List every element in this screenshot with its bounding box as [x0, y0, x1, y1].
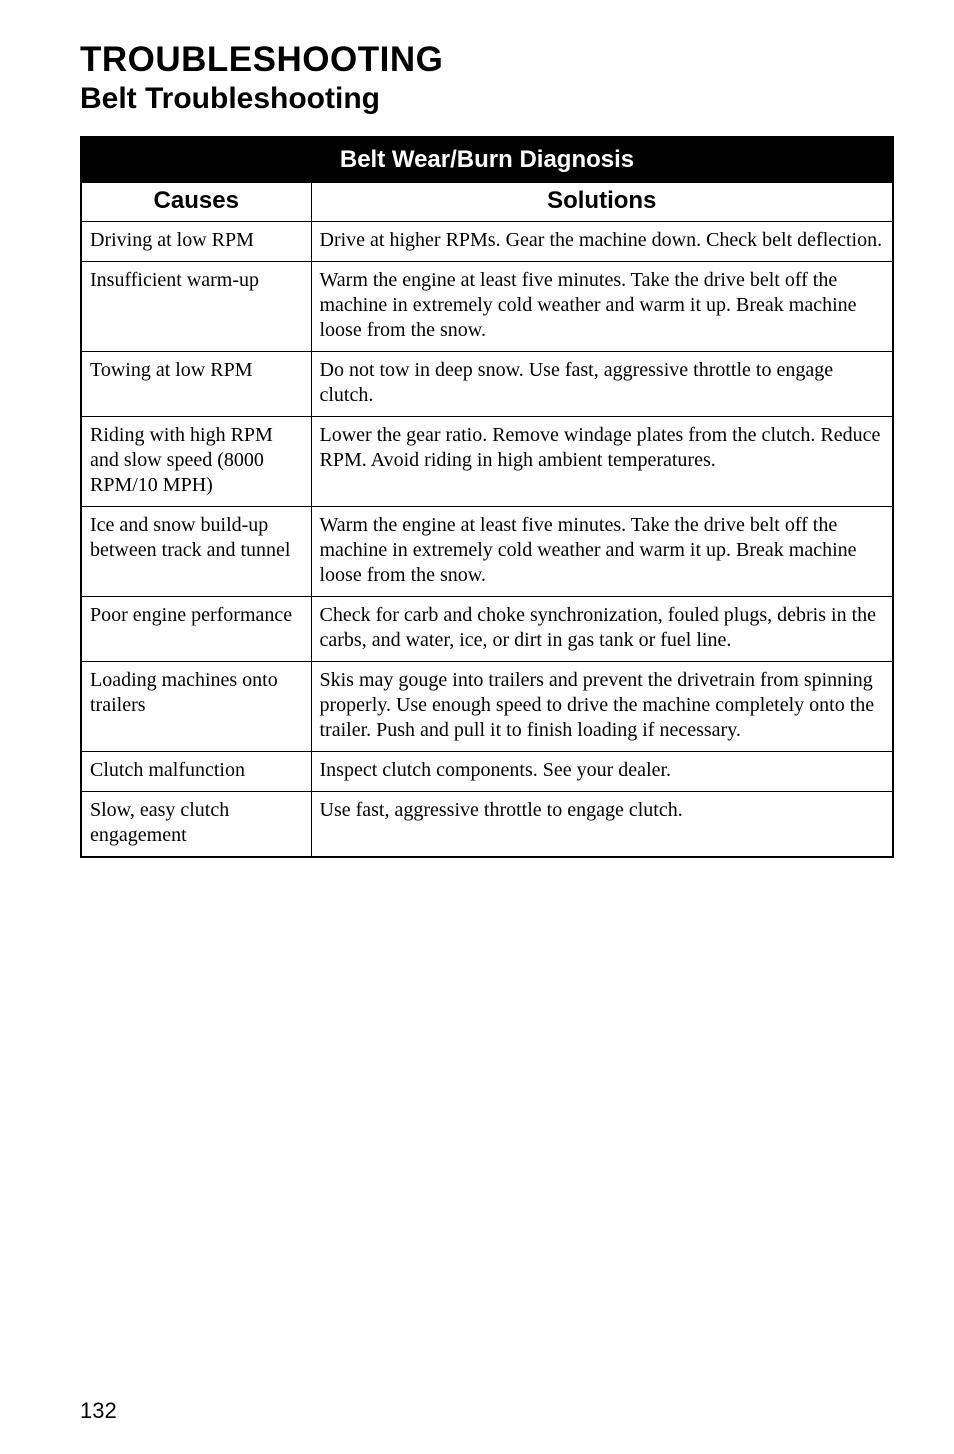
column-header-causes: Causes — [81, 183, 311, 222]
cause-cell: Insufficient warm-up — [81, 262, 311, 352]
table-row: Towing at low RPM Do not tow in deep sno… — [81, 352, 893, 417]
table-row: Clutch malfunction Inspect clutch compon… — [81, 752, 893, 792]
table-title: Belt Wear/Burn Diagnosis — [81, 137, 893, 183]
page-number: 132 — [80, 1398, 117, 1424]
cause-cell: Loading machines onto trailers — [81, 662, 311, 752]
cause-cell: Ice and snow build-up between track and … — [81, 507, 311, 597]
cause-cell: Towing at low RPM — [81, 352, 311, 417]
table-body: Driving at low RPM Drive at higher RPMs.… — [81, 222, 893, 858]
table-row: Slow, easy clutch engagement Use fast, a… — [81, 792, 893, 858]
cause-cell: Riding with high RPM and slow speed (800… — [81, 417, 311, 507]
table-row: Ice and snow build-up between track and … — [81, 507, 893, 597]
table-row: Poor engine performance Check for carb a… — [81, 597, 893, 662]
table-row: Loading machines onto trailers Skis may … — [81, 662, 893, 752]
cause-cell: Slow, easy clutch engagement — [81, 792, 311, 858]
solution-cell: Warm the engine at least five minutes. T… — [311, 507, 893, 597]
solution-cell: Drive at higher RPMs. Gear the machine d… — [311, 222, 893, 262]
column-header-solutions: Solutions — [311, 183, 893, 222]
cause-cell: Poor engine performance — [81, 597, 311, 662]
solution-cell: Warm the engine at least five minutes. T… — [311, 262, 893, 352]
page-subheading: Belt Troubleshooting — [80, 82, 894, 116]
diagnosis-table: Belt Wear/Burn Diagnosis Causes Solution… — [80, 136, 894, 858]
solution-cell: Check for carb and choke synchronization… — [311, 597, 893, 662]
table-row: Riding with high RPM and slow speed (800… — [81, 417, 893, 507]
solution-cell: Lower the gear ratio. Remove windage pla… — [311, 417, 893, 507]
cause-cell: Driving at low RPM — [81, 222, 311, 262]
solution-cell: Skis may gouge into trailers and prevent… — [311, 662, 893, 752]
solution-cell: Use fast, aggressive throttle to engage … — [311, 792, 893, 858]
solution-cell: Inspect clutch components. See your deal… — [311, 752, 893, 792]
table-row: Insufficient warm-up Warm the engine at … — [81, 262, 893, 352]
table-row: Driving at low RPM Drive at higher RPMs.… — [81, 222, 893, 262]
cause-cell: Clutch malfunction — [81, 752, 311, 792]
solution-cell: Do not tow in deep snow. Use fast, aggre… — [311, 352, 893, 417]
page-heading: TROUBLESHOOTING — [80, 40, 894, 80]
